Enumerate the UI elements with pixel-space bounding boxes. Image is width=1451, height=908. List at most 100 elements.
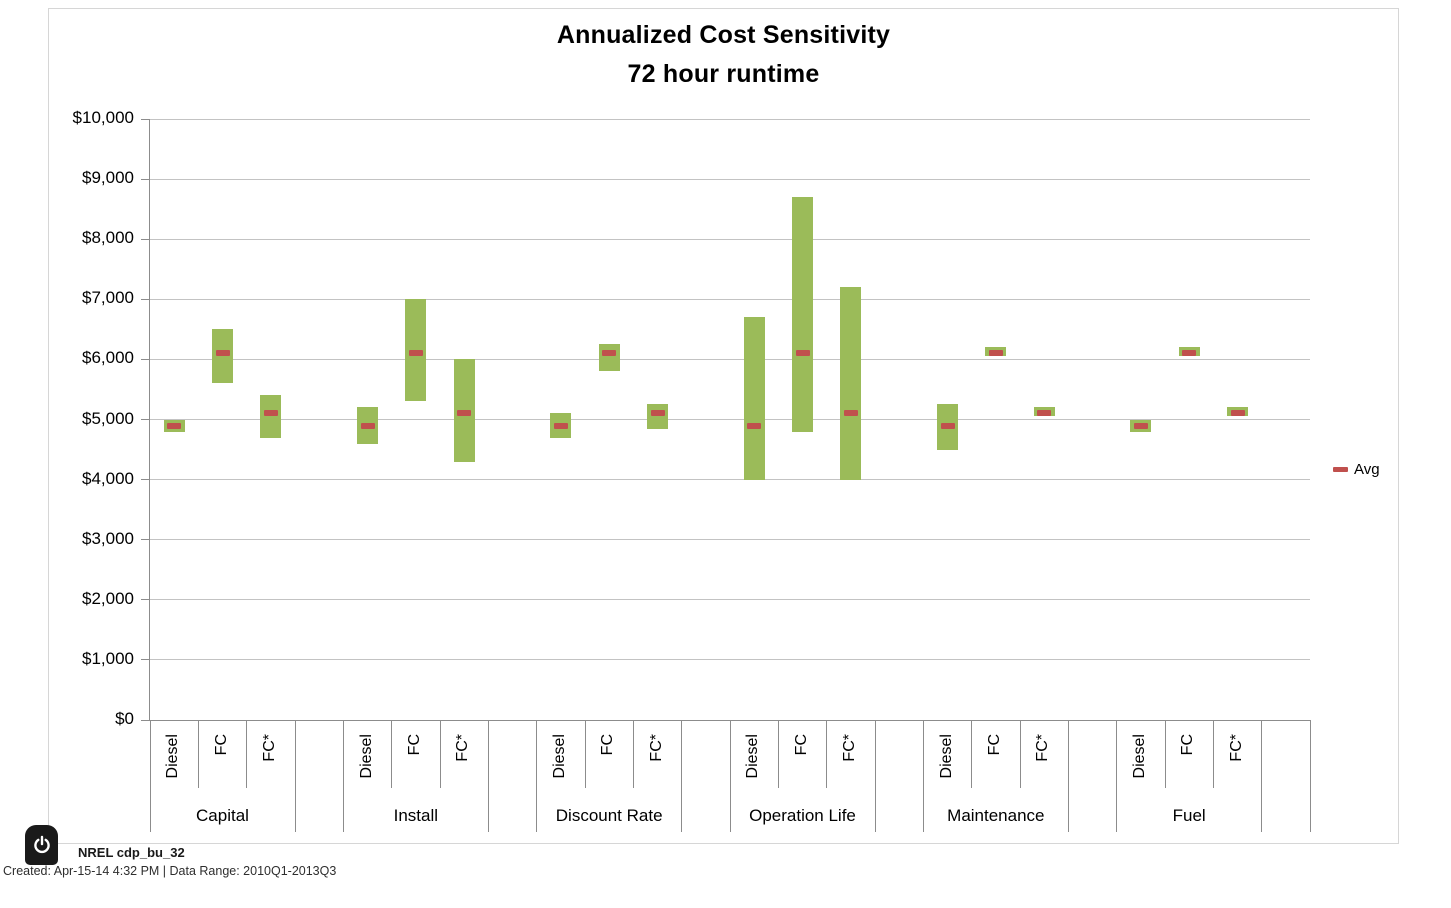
category-tick [1019, 720, 1021, 788]
range-bar [792, 197, 813, 432]
footer-created: Created: Apr-15-14 4:32 PM | Data Range:… [3, 864, 337, 878]
category-tick [632, 720, 634, 788]
avg-marker [167, 422, 182, 429]
group-label: Capital [196, 806, 249, 825]
y-axis-label: $9,000 [82, 168, 134, 188]
avg-marker [263, 410, 278, 417]
category-tick [1164, 720, 1166, 788]
avg-marker [940, 422, 955, 429]
group-label: Operation Life [749, 806, 856, 825]
group-label: Install [393, 806, 439, 825]
category-tick [584, 720, 586, 788]
y-axis-label: $3,000 [82, 528, 134, 548]
y-axis-label: $0 [115, 709, 134, 728]
avg-marker [795, 350, 810, 357]
category-tick [1212, 720, 1214, 788]
y-axis-tick [141, 238, 150, 240]
y-axis-label: $1,000 [82, 648, 134, 668]
avg-marker [360, 422, 375, 429]
category-tick [1116, 720, 1118, 832]
category-tick [922, 720, 924, 832]
range-bar [743, 317, 765, 480]
y-axis-tick [141, 178, 150, 180]
gridline [150, 479, 1310, 481]
chart-title-block: Annualized Cost Sensitivity 72 hour runt… [48, 16, 1399, 94]
avg-marker [650, 410, 665, 417]
gridline [150, 599, 1310, 601]
category-label: FC [1179, 734, 1197, 756]
legend: Avg [1333, 461, 1380, 478]
category-label: FC* [260, 734, 278, 762]
group-label: Maintenance [947, 806, 1045, 825]
y-axis-tick [141, 298, 150, 300]
category-label: FC* [647, 734, 665, 762]
power-badge [25, 825, 58, 865]
category-tick [681, 720, 683, 832]
range-bar [598, 344, 620, 372]
y-axis-tick [141, 659, 150, 661]
category-tick [439, 720, 441, 788]
y-axis-tick [141, 358, 150, 360]
gridline [150, 539, 1310, 541]
range-bar [212, 329, 233, 384]
y-axis-label: $10,000 [72, 108, 134, 127]
category-tick [536, 720, 538, 832]
category-label: Diesel [550, 734, 568, 779]
category-label: FC [405, 734, 423, 756]
range-bar [260, 395, 282, 438]
range-bar [453, 359, 475, 462]
avg-marker [457, 410, 472, 417]
y-axis-tick [141, 479, 150, 481]
y-axis-label: $8,000 [82, 228, 134, 248]
chart-subtitle: 72 hour runtime [627, 60, 820, 88]
avg-marker [988, 350, 1003, 357]
avg-marker [1133, 422, 1148, 429]
chart-title: Annualized Cost Sensitivity [556, 21, 891, 49]
category-label: FC [985, 734, 1003, 756]
range-bar [840, 287, 862, 480]
category-tick [826, 720, 828, 788]
plot-area: $0 $1,000 $2,000 $3,000 $4,000 $5,000 $6,000 $7… [73, 108, 1311, 832]
y-axis-tick [141, 719, 150, 721]
y-axis-label: $4,000 [82, 468, 134, 488]
y-axis-label: $7,000 [82, 288, 134, 308]
legend-label: Avg [1354, 461, 1380, 478]
category-label: Diesel [357, 734, 375, 779]
avg-marker [843, 410, 858, 417]
category-label: Diesel [164, 734, 182, 779]
category-tick [246, 720, 248, 788]
category-tick [874, 720, 876, 832]
category-label: FC* [454, 734, 472, 762]
category-tick [197, 720, 199, 788]
avg-marker [1037, 410, 1052, 417]
avg-marker [1182, 350, 1197, 357]
category-tick [487, 720, 489, 832]
category-tick [391, 720, 393, 788]
category-tick [1261, 720, 1263, 832]
group-label: Discount Rate [555, 806, 663, 825]
avg-dash-icon [1333, 467, 1348, 472]
avg-marker [553, 422, 568, 429]
category-tick [294, 720, 296, 832]
range-bar [647, 404, 668, 429]
category-tick [1067, 720, 1069, 832]
group-label: Fuel [1172, 806, 1206, 825]
category-tick [971, 720, 973, 788]
gridline [150, 118, 1310, 120]
category-tick [1309, 720, 1311, 832]
gridline [150, 178, 1310, 180]
category-tick [342, 720, 344, 832]
avg-marker [215, 350, 230, 357]
y-axis-tick [141, 539, 150, 541]
gridline [150, 238, 1310, 240]
category-tick [729, 720, 731, 832]
category-label: Diesel [744, 734, 762, 779]
y-axis-label: $6,000 [82, 348, 134, 368]
category-label: FC* [1227, 734, 1245, 762]
footer-source: NREL cdp_bu_32 [78, 845, 185, 860]
avg-marker [1230, 410, 1245, 417]
category-label: FC [212, 734, 230, 756]
category-label: FC [599, 734, 617, 756]
category-label: Diesel [937, 734, 955, 779]
